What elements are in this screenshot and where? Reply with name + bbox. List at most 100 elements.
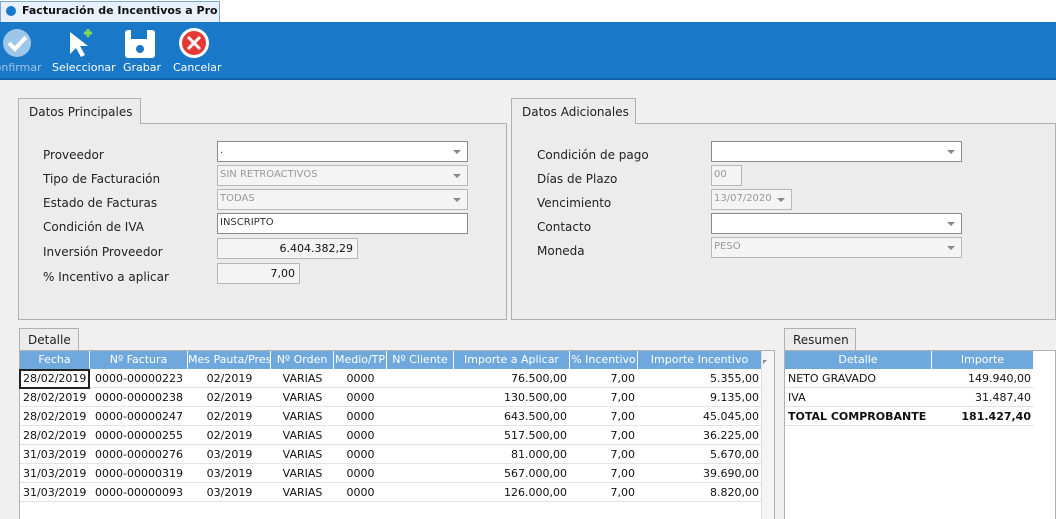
table-cell[interactable] bbox=[387, 388, 454, 407]
table-cell[interactable]: 5.355,00 bbox=[638, 369, 762, 388]
table-tab[interactable]: Resumen bbox=[784, 328, 856, 351]
table-cell[interactable]: 149.940,00 bbox=[932, 369, 1034, 388]
table-cell[interactable]: 31/03/2019 bbox=[20, 483, 90, 502]
table-cell[interactable]: 45.045,00 bbox=[638, 407, 762, 426]
table-cell[interactable]: 02/2019 bbox=[188, 388, 271, 407]
table-cell[interactable]: 03/2019 bbox=[188, 445, 271, 464]
table-cell[interactable]: VARIAS bbox=[271, 369, 334, 388]
window-tab-title[interactable]: Facturación de Incentivos a Prov... bbox=[22, 4, 218, 17]
table-cell[interactable]: 0000 bbox=[334, 483, 387, 502]
table-tab[interactable]: Detalle bbox=[19, 328, 79, 351]
field-input[interactable]: 00 bbox=[711, 165, 742, 186]
table-cell[interactable]: VARIAS bbox=[271, 388, 334, 407]
table-cell[interactable]: 0000-00000276 bbox=[90, 445, 188, 464]
table-cell[interactable]: 0000 bbox=[334, 464, 387, 483]
table-cell[interactable]: VARIAS bbox=[271, 483, 334, 502]
table-cell[interactable]: 7,00 bbox=[570, 369, 638, 388]
table-cell[interactable]: 28/02/2019 bbox=[20, 388, 90, 407]
table-cell[interactable]: 0000-00000319 bbox=[90, 464, 188, 483]
column-header[interactable]: Nº Cliente bbox=[387, 351, 454, 369]
table-cell[interactable]: IVA bbox=[785, 388, 932, 407]
table-cell[interactable]: 02/2019 bbox=[188, 407, 271, 426]
scrollbar[interactable] bbox=[761, 351, 774, 519]
table-cell[interactable]: 03/2019 bbox=[188, 483, 271, 502]
table-cell[interactable]: VARIAS bbox=[271, 445, 334, 464]
table-cell[interactable]: VARIAS bbox=[271, 426, 334, 445]
field-input[interactable]: SIN RETROACTIVOS bbox=[217, 165, 468, 186]
table-cell[interactable]: 0000-00000238 bbox=[90, 388, 188, 407]
table-cell[interactable]: 7,00 bbox=[570, 407, 638, 426]
table-cell[interactable]: 130.500,00 bbox=[454, 388, 570, 407]
table-cell[interactable]: 03/2019 bbox=[188, 464, 271, 483]
table-cell[interactable]: 31/03/2019 bbox=[20, 445, 90, 464]
table-cell[interactable]: 7,00 bbox=[570, 388, 638, 407]
table-cell[interactable]: VARIAS bbox=[271, 407, 334, 426]
table-cell[interactable]: 567.000,00 bbox=[454, 464, 570, 483]
column-header[interactable]: Importe bbox=[932, 351, 1034, 369]
field-input[interactable]: 13/07/2020 bbox=[711, 189, 792, 210]
field-input[interactable]: 6.404.382,29 bbox=[217, 238, 358, 259]
table-cell[interactable]: 0000 bbox=[334, 445, 387, 464]
toolbar-button[interactable]: Seleccionar bbox=[52, 61, 116, 74]
table-cell[interactable]: 7,00 bbox=[570, 445, 638, 464]
table-cell[interactable]: 0000 bbox=[334, 388, 387, 407]
table-cell[interactable]: 36.225,00 bbox=[638, 426, 762, 445]
table-cell[interactable]: 76.500,00 bbox=[454, 369, 570, 388]
field-input[interactable]: INSCRIPTO bbox=[217, 213, 468, 234]
table-cell[interactable]: 28/02/2019 bbox=[20, 426, 90, 445]
table-cell[interactable]: 0000 bbox=[334, 426, 387, 445]
column-header[interactable]: Fecha bbox=[20, 351, 90, 369]
table-cell[interactable]: VARIAS bbox=[271, 464, 334, 483]
group-tab[interactable]: Datos Principales bbox=[18, 98, 141, 124]
table-cell[interactable]: 31.487,40 bbox=[932, 388, 1034, 407]
column-header[interactable]: Detalle bbox=[785, 351, 932, 369]
toolbar-button[interactable]: Cancelar bbox=[173, 61, 222, 74]
table-cell[interactable]: 7,00 bbox=[570, 426, 638, 445]
column-header[interactable]: Medio/TP bbox=[334, 351, 387, 369]
table-cell[interactable] bbox=[387, 407, 454, 426]
table-cell[interactable]: 0000 bbox=[334, 407, 387, 426]
table-cell[interactable] bbox=[387, 464, 454, 483]
table-cell[interactable]: 643.500,00 bbox=[454, 407, 570, 426]
table-cell[interactable]: 39.690,00 bbox=[638, 464, 762, 483]
field-input[interactable] bbox=[711, 141, 962, 162]
table-cell[interactable]: 7,00 bbox=[570, 464, 638, 483]
field-input[interactable]: 7,00 bbox=[217, 263, 300, 284]
column-header[interactable]: % Incentivo bbox=[570, 351, 638, 369]
table-cell[interactable]: 02/2019 bbox=[188, 369, 271, 388]
table-cell[interactable]: 0000-00000223 bbox=[90, 369, 188, 388]
scroll-up[interactable] bbox=[763, 352, 773, 364]
toolbar-button[interactable]: Grabar bbox=[123, 61, 162, 74]
column-header[interactable]: Importe a Aplicar bbox=[454, 351, 570, 369]
table-cell[interactable]: 181.427,40 bbox=[932, 407, 1034, 426]
table-cell[interactable]: 0000 bbox=[334, 369, 387, 388]
table-cell[interactable] bbox=[387, 445, 454, 464]
table-cell[interactable]: 0000-00000247 bbox=[90, 407, 188, 426]
toolbar-button[interactable]: Confirmar bbox=[0, 61, 42, 74]
table-cell[interactable] bbox=[387, 483, 454, 502]
field-input[interactable]: TODAS bbox=[217, 189, 468, 210]
table-cell[interactable]: 0000-00000255 bbox=[90, 426, 188, 445]
group-tab[interactable]: Datos Adicionales bbox=[511, 98, 636, 124]
column-header[interactable]: Mes Pauta/Pres bbox=[188, 351, 271, 369]
field-input[interactable]: PESO bbox=[711, 237, 962, 258]
table-cell[interactable]: 5.670,00 bbox=[638, 445, 762, 464]
column-header[interactable]: Importe Incentivo bbox=[638, 351, 762, 369]
table-cell[interactable]: 8.820,00 bbox=[638, 483, 762, 502]
table-cell[interactable]: 02/2019 bbox=[188, 426, 271, 445]
table-cell[interactable]: TOTAL COMPROBANTE bbox=[785, 407, 932, 426]
table-cell[interactable]: 28/02/2019 bbox=[20, 407, 90, 426]
table-cell[interactable]: NETO GRAVADO bbox=[785, 369, 932, 388]
table-cell[interactable]: 9.135,00 bbox=[638, 388, 762, 407]
table-cell[interactable]: 126.000,00 bbox=[454, 483, 570, 502]
column-header[interactable]: Nº Factura bbox=[90, 351, 188, 369]
table-cell[interactable]: 81.000,00 bbox=[454, 445, 570, 464]
field-input[interactable] bbox=[711, 213, 962, 234]
table-cell[interactable]: 0000-00000093 bbox=[90, 483, 188, 502]
column-header[interactable]: Nº Orden bbox=[271, 351, 334, 369]
table-cell[interactable]: 517.500,00 bbox=[454, 426, 570, 445]
table-cell[interactable]: 31/03/2019 bbox=[20, 464, 90, 483]
table-cell[interactable]: 7,00 bbox=[570, 483, 638, 502]
table-cell[interactable] bbox=[387, 369, 454, 388]
field-input[interactable]: . bbox=[217, 141, 468, 162]
